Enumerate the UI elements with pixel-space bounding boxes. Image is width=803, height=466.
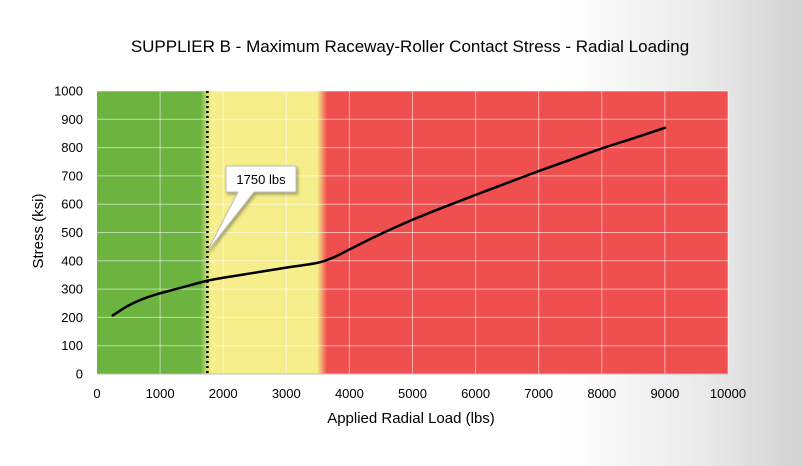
y-tick-label: 900: [61, 112, 83, 127]
callout-shape: [206, 165, 297, 252]
y-tick-label: 800: [61, 140, 83, 155]
x-tick-label: 9000: [650, 386, 679, 401]
x-tick-labels: 0 1000 2000 3000 4000 5000 6000 7000 8000 9000 100…: [93, 386, 746, 401]
callout-label: 1750 lbs: [236, 172, 286, 187]
chart-title: SUPPLIER B - Maximum Raceway-Roller Cont…: [131, 37, 689, 56]
x-tick-label: 0: [93, 386, 100, 401]
y-tick-label: 300: [61, 282, 83, 297]
x-tick-label: 1000: [146, 386, 175, 401]
y-tick-label: 700: [61, 168, 83, 183]
x-tick-label: 10000: [710, 386, 746, 401]
y-tick-label: 0: [76, 367, 83, 382]
y-tick-label: 100: [61, 338, 83, 353]
x-tick-label: 4000: [335, 386, 364, 401]
x-tick-label: 6000: [461, 386, 490, 401]
threshold-callout: [206, 165, 297, 252]
series-line: [111, 126, 667, 317]
y-tick-label: 1000: [54, 84, 83, 99]
y-tick-label: 500: [61, 225, 83, 240]
y-tick-label: 600: [61, 197, 83, 212]
x-tick-label: 2000: [209, 386, 238, 401]
x-tick-label: 8000: [587, 386, 616, 401]
x-tick-label: 7000: [524, 386, 553, 401]
x-axis-label: Applied Radial Load (lbs): [327, 410, 495, 427]
y-tick-label: 200: [61, 310, 83, 325]
y-tick-labels: 0 100 200 300 400 500 600 700 800 900 1000: [54, 84, 83, 382]
x-tick-label: 5000: [398, 386, 427, 401]
y-gridlines: [97, 90, 728, 375]
x-tick-label: 3000: [272, 386, 301, 401]
y-tick-label: 400: [61, 253, 83, 268]
y-axis-label: Stress (ksi): [30, 193, 47, 268]
